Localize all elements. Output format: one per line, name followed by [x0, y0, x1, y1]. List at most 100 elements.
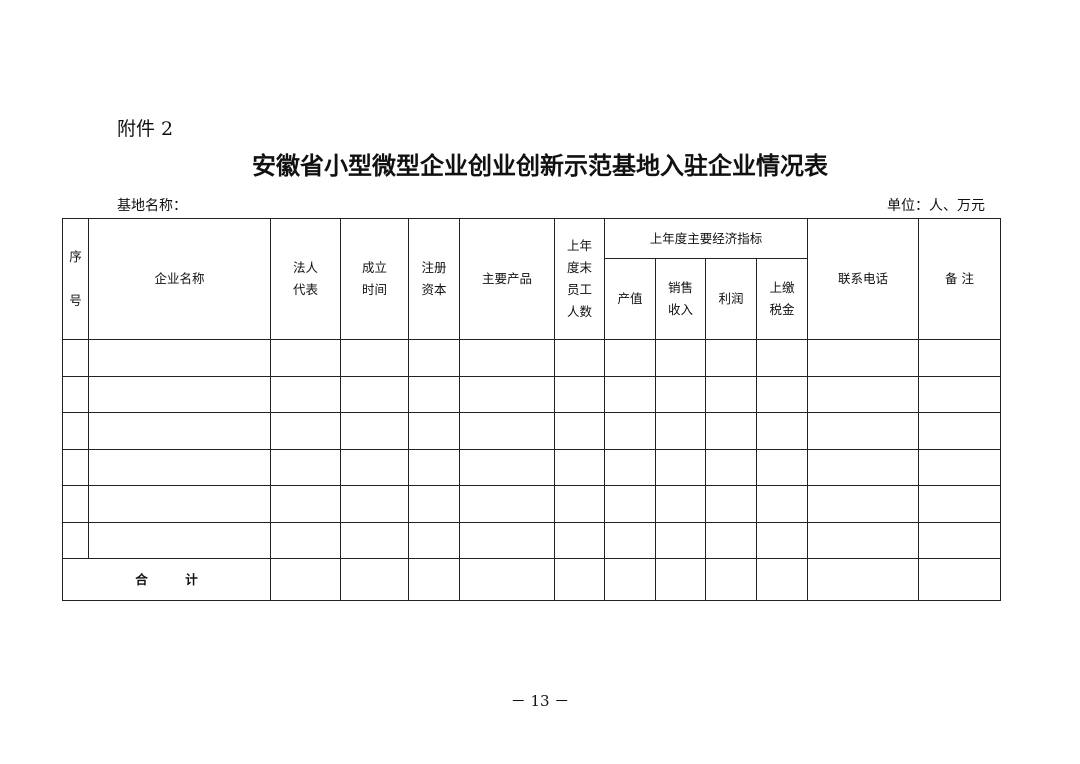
table-row [62, 485, 1002, 523]
table-row [62, 375, 1002, 413]
header-serial: 序 号 [62, 218, 89, 340]
table-cell [705, 448, 757, 486]
table-cell [655, 412, 706, 450]
table-cell [62, 375, 89, 413]
table-row [62, 339, 1002, 377]
table-row [62, 412, 1002, 450]
page-number: － 13 － [510, 692, 570, 710]
table-cell [88, 448, 271, 486]
table-cell [88, 412, 271, 450]
table-cell [655, 485, 706, 523]
table-cell [88, 339, 271, 377]
table-cell [88, 375, 271, 413]
table-cell [340, 412, 409, 450]
table-cell [340, 339, 409, 377]
header-legal-rep: 法人 代表 [270, 218, 341, 340]
table-cell [604, 521, 656, 559]
table-cell [655, 375, 706, 413]
table-cell [62, 412, 89, 450]
table-cell [408, 521, 460, 559]
total-cell [655, 558, 706, 601]
header-sales-revenue: 销售 收入 [655, 258, 706, 340]
total-cell [459, 558, 555, 601]
table-cell [705, 521, 757, 559]
table-cell [705, 412, 757, 450]
table-cell [459, 412, 555, 450]
table-cell [408, 375, 460, 413]
table-cell [918, 521, 1002, 559]
table-cell [918, 339, 1002, 377]
table-cell [340, 485, 409, 523]
base-name-label: 基地名称： [117, 198, 187, 214]
table-cell [270, 485, 341, 523]
table-cell [705, 485, 757, 523]
total-cell [918, 558, 1002, 601]
table-cell [270, 412, 341, 450]
header-profit: 利润 [705, 258, 757, 340]
table-cell [705, 375, 757, 413]
total-cell [755, 558, 809, 601]
table-cell [918, 448, 1002, 486]
table-cell [340, 448, 409, 486]
table-cell [604, 375, 656, 413]
enterprise-table: 序 号 企业名称 法人 代表 成立 时间 注册 资本 主要产品 上年 度末 员工… [62, 218, 1002, 601]
table-cell [918, 412, 1002, 450]
table-cell [62, 448, 89, 486]
total-cell [340, 558, 409, 601]
table-cell [655, 448, 706, 486]
header-main-products: 主要产品 [459, 218, 555, 340]
table-cell [807, 485, 920, 523]
document-title: 安徽省小型微型企业创业创新示范基地入驻企业情况表 [252, 152, 828, 180]
table-cell [459, 339, 555, 377]
header-company-name: 企业名称 [88, 218, 271, 340]
table-cell [459, 521, 555, 559]
total-cell [554, 558, 605, 601]
table-cell [408, 485, 460, 523]
total-cell [604, 558, 656, 601]
table-cell [459, 375, 555, 413]
table-cell [554, 412, 605, 450]
table-cell [554, 339, 605, 377]
table-cell [554, 521, 605, 559]
table-cell [655, 339, 706, 377]
table-cell [807, 521, 920, 559]
table-cell [807, 412, 920, 450]
header-employees: 上年 度末 员工 人数 [554, 218, 605, 340]
table-cell [408, 339, 460, 377]
unit-label: 单位：人、万元 [887, 198, 985, 214]
header-registered-capital: 注册 资本 [408, 218, 460, 340]
header-taxes-paid: 上缴 税金 [755, 258, 809, 340]
table-cell [604, 448, 656, 486]
table-cell [408, 412, 460, 450]
table-cell [62, 521, 89, 559]
table-cell [554, 375, 605, 413]
table-cell [755, 485, 809, 523]
total-cell [408, 558, 460, 601]
table-cell [62, 339, 89, 377]
table-cell [340, 375, 409, 413]
table-cell [755, 412, 809, 450]
header-output-value: 产值 [604, 258, 656, 340]
header-remarks: 备 注 [918, 218, 1002, 340]
table-cell [655, 521, 706, 559]
table-cell [807, 339, 920, 377]
total-cell [807, 558, 920, 601]
table-cell [705, 339, 757, 377]
table-cell [604, 339, 656, 377]
table-cell [918, 485, 1002, 523]
table-cell [270, 375, 341, 413]
table-cell [88, 485, 271, 523]
table-cell [918, 375, 1002, 413]
table-cell [755, 375, 809, 413]
total-cell [705, 558, 757, 601]
table-cell [807, 375, 920, 413]
header-phone: 联系电话 [807, 218, 920, 340]
table-cell [755, 521, 809, 559]
table-cell [554, 448, 605, 486]
table-cell [408, 448, 460, 486]
table-cell [270, 521, 341, 559]
table-cell [807, 448, 920, 486]
table-cell [755, 448, 809, 486]
total-cell [270, 558, 341, 601]
table-cell [755, 339, 809, 377]
